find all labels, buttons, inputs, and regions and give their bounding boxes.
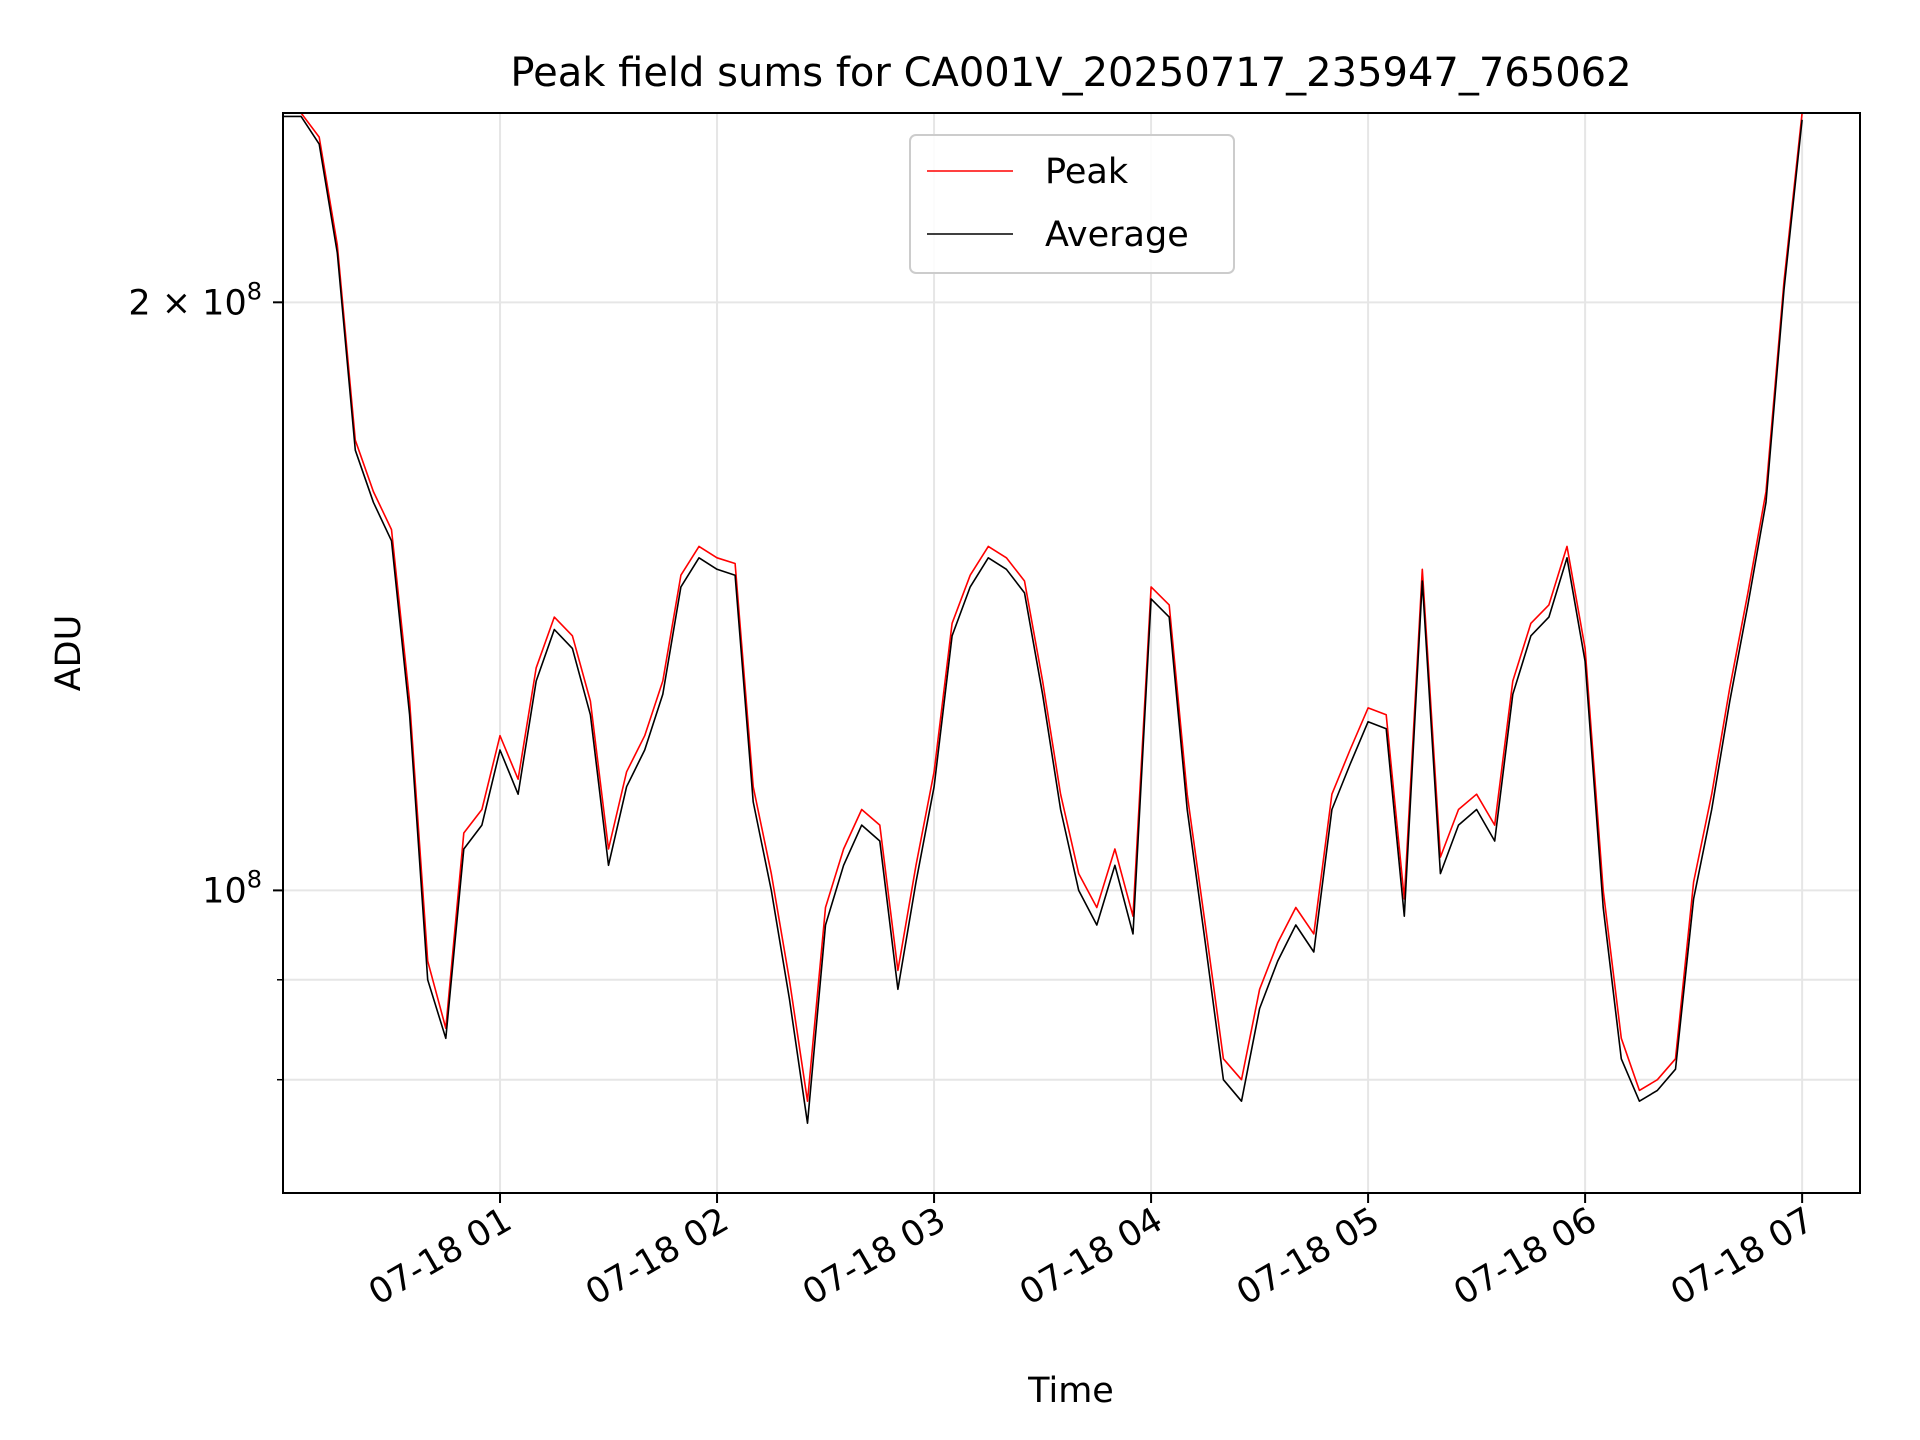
- chart-title: Peak field sums for CA001V_20250717_2359…: [510, 50, 1631, 96]
- y-tick-label: 108: [202, 865, 262, 911]
- x-axis-label: Time: [1027, 1371, 1114, 1411]
- y-tick-label: 2 × 108: [128, 277, 262, 323]
- plot-frame: [282, 112, 1861, 1194]
- y-axis-label: ADU: [49, 615, 89, 692]
- y-axis-ticks: 108 2 × 108: [128, 277, 283, 1081]
- series-line-average: [283, 115, 1803, 1124]
- grid-lines: [283, 113, 1860, 1193]
- legend-peak-label: Peak: [1045, 152, 1129, 192]
- legend: Peak Average: [909, 134, 1235, 274]
- series-layer: [283, 113, 1803, 1124]
- legend-average-label: Average: [1045, 215, 1189, 255]
- series-line-peak: [283, 113, 1803, 1102]
- legend-box: [909, 134, 1235, 274]
